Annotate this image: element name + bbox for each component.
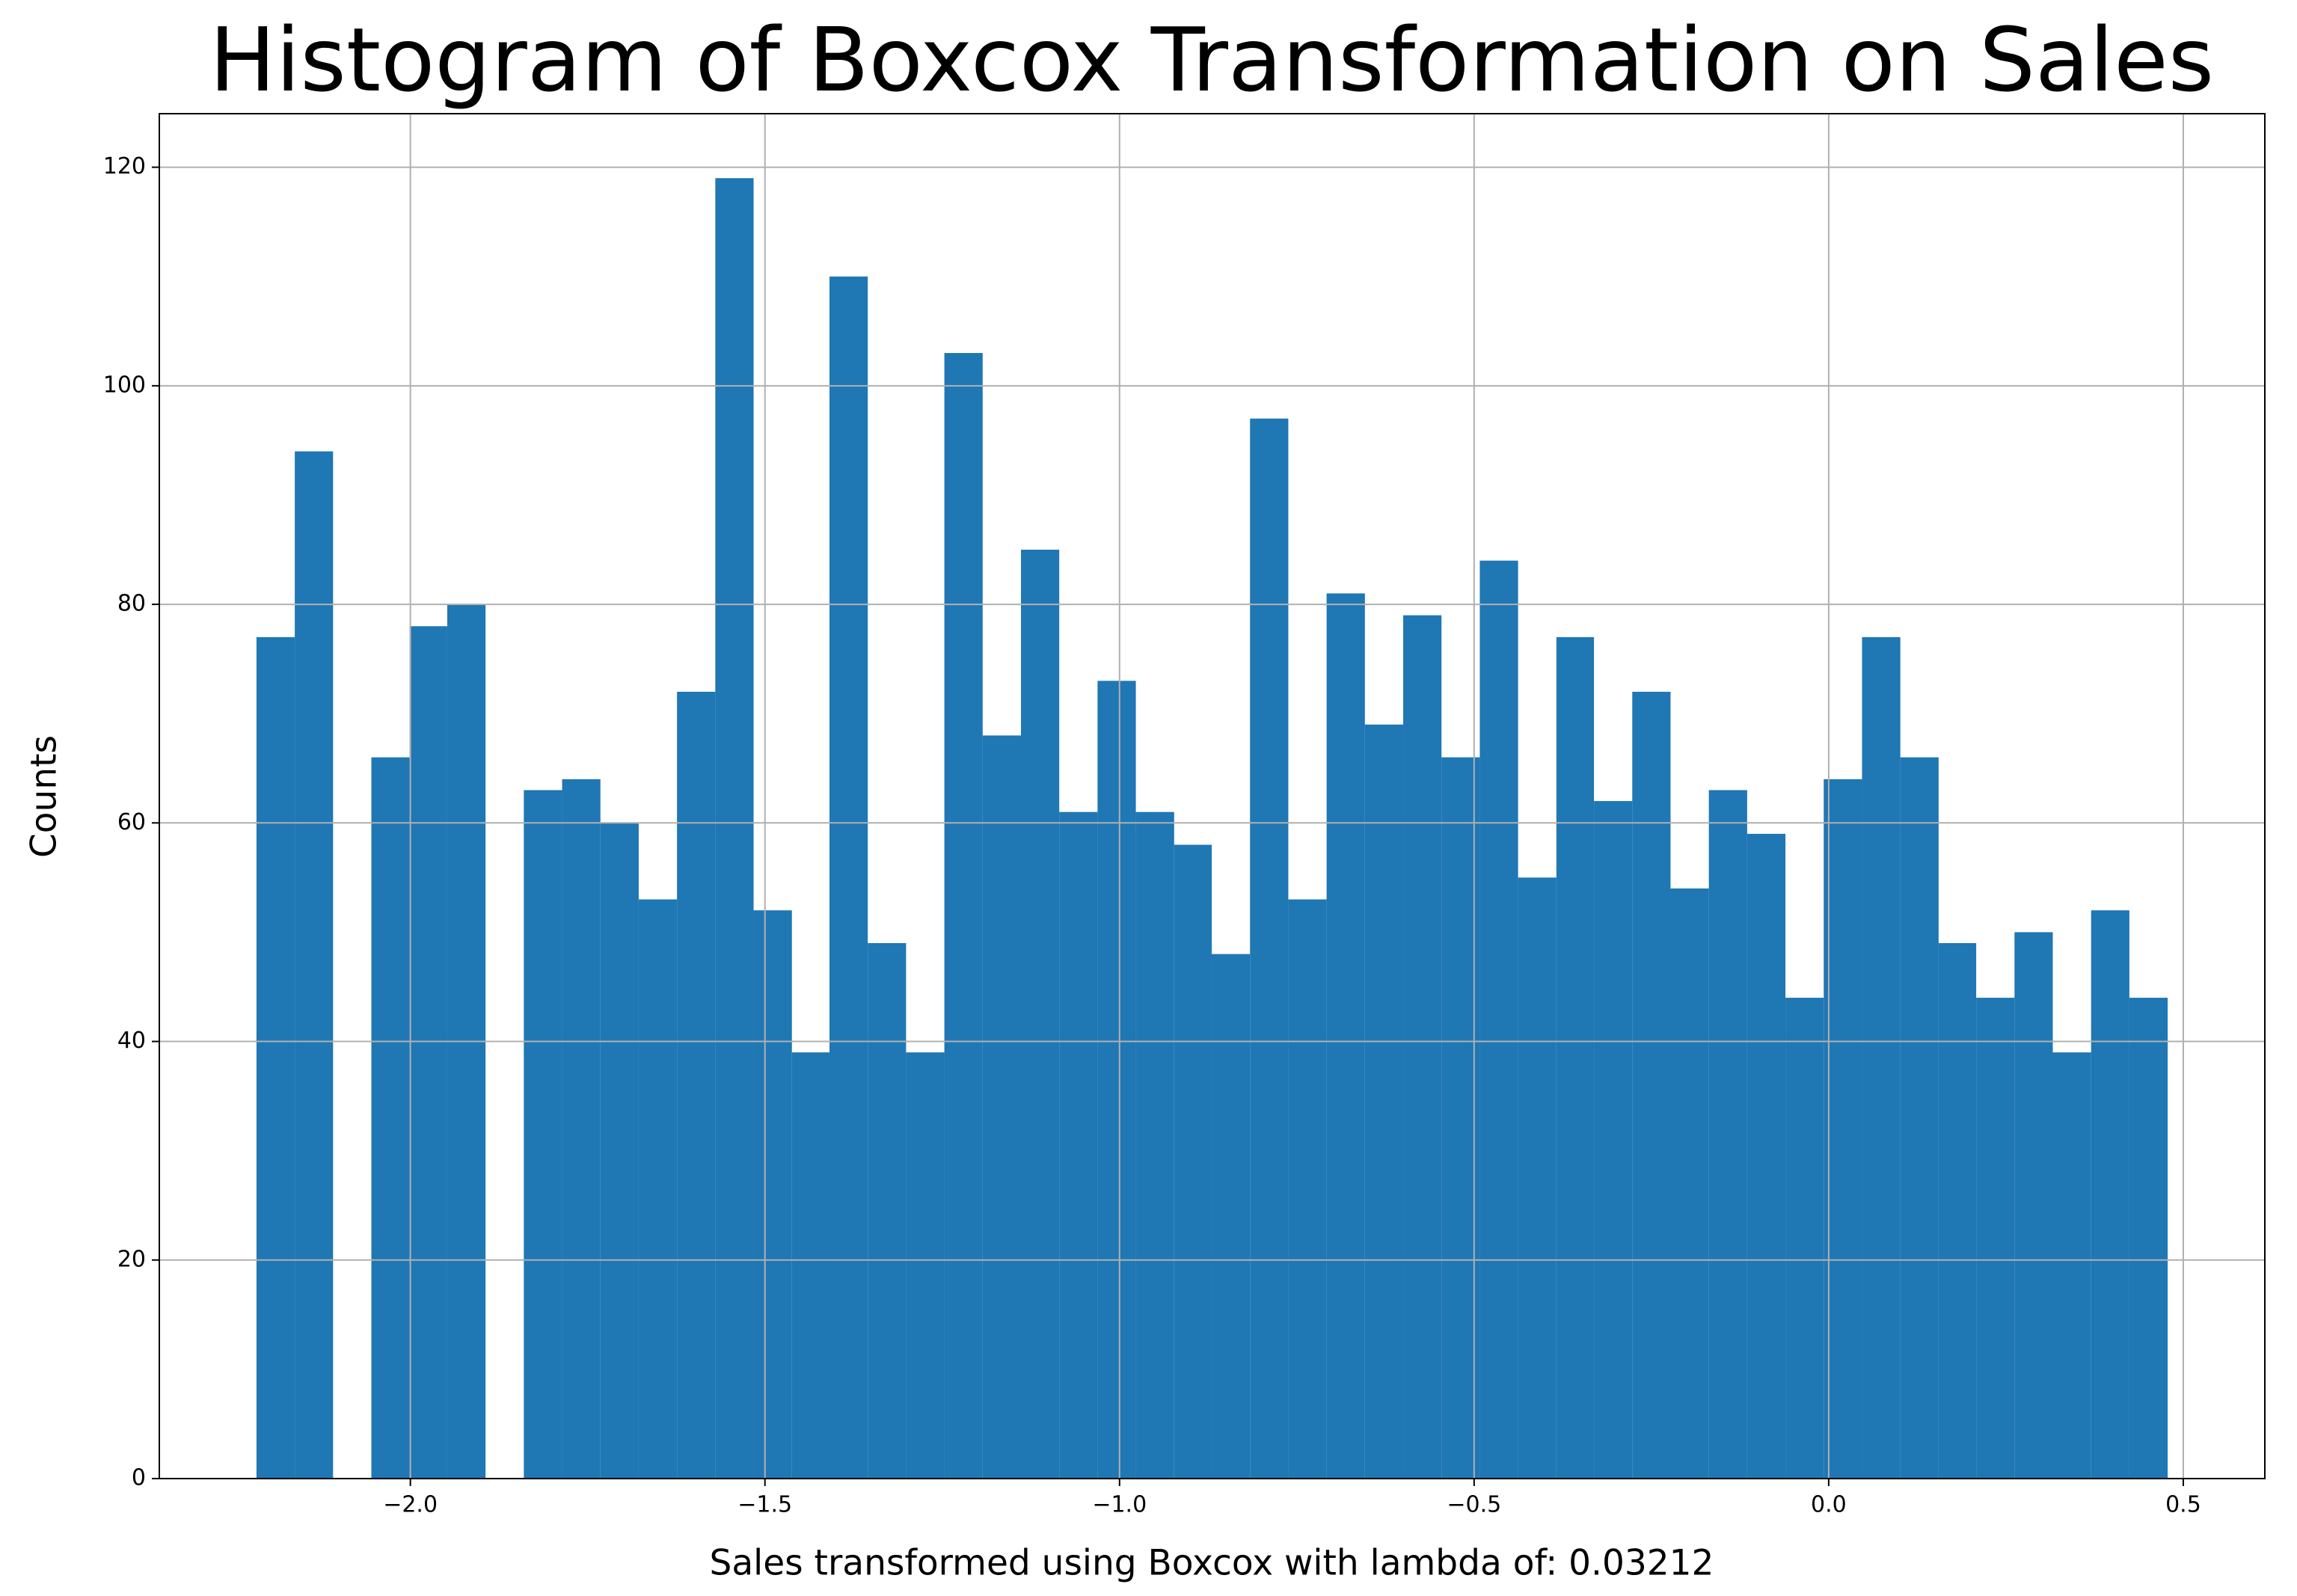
- bar: [1020, 550, 1060, 1479]
- bar: [791, 1052, 829, 1479]
- x-tick-label: −1.0: [1092, 1492, 1147, 1518]
- bar: [1097, 681, 1136, 1479]
- bar: [1670, 888, 1709, 1479]
- bar: [409, 626, 447, 1479]
- bar: [944, 352, 983, 1479]
- bar: [1785, 998, 1824, 1479]
- bar: [600, 823, 639, 1479]
- y-tick-label: 120: [103, 153, 146, 179]
- bar: [1135, 811, 1174, 1479]
- bar: [2052, 1052, 2091, 1479]
- bar: [982, 735, 1021, 1479]
- bar: [677, 691, 716, 1479]
- y-tick-label: 80: [117, 591, 146, 617]
- bar: [1632, 691, 1671, 1479]
- bar: [1746, 833, 1786, 1479]
- bar: [2091, 910, 2129, 1479]
- x-tick-label: −1.5: [737, 1492, 792, 1518]
- y-tick-label: 60: [117, 809, 146, 835]
- bar: [868, 943, 907, 1479]
- y-tick-label: 100: [103, 372, 146, 398]
- y-axis-label: Counts: [24, 735, 65, 858]
- bar: [256, 636, 295, 1479]
- bar: [1938, 943, 1977, 1479]
- x-tick-label: −0.5: [1447, 1492, 1501, 1518]
- chart-title: Histogram of Boxcox Transformation on Sa…: [209, 8, 2214, 111]
- bar: [1326, 593, 1365, 1479]
- y-tick-label: 0: [132, 1465, 146, 1491]
- bar: [715, 178, 754, 1479]
- bar: [295, 451, 334, 1479]
- y-tick-label: 20: [117, 1246, 146, 1272]
- bar: [1900, 757, 1939, 1479]
- x-tick-label: −2.0: [383, 1492, 438, 1518]
- bar: [1556, 636, 1595, 1479]
- bar: [1479, 560, 1518, 1479]
- bar: [1862, 636, 1901, 1479]
- bar: [1059, 811, 1098, 1479]
- bar: [829, 276, 868, 1479]
- bar: [1594, 801, 1633, 1479]
- plot-frame: [159, 113, 2266, 1479]
- x-tick-label: 0.0: [1811, 1492, 1847, 1518]
- bar: [1288, 899, 1327, 1479]
- bar: [524, 790, 562, 1479]
- bar: [562, 779, 601, 1479]
- x-axis-label: Sales transformed using Boxcox with lamb…: [710, 1543, 1714, 1584]
- x-tick-label: 0.5: [2165, 1492, 2201, 1518]
- bar: [1174, 844, 1212, 1479]
- y-tick-label: 40: [117, 1028, 146, 1054]
- bar: [1212, 954, 1251, 1479]
- bar: [2014, 932, 2053, 1479]
- bar: [906, 1052, 945, 1479]
- bar: [753, 910, 792, 1479]
- bar: [1403, 615, 1442, 1479]
- bar: [1364, 724, 1404, 1479]
- bar: [1976, 998, 2015, 1479]
- bar: [1708, 790, 1747, 1479]
- bar: [371, 757, 410, 1479]
- bar: [2129, 998, 2168, 1479]
- bar: [1518, 877, 1557, 1479]
- bar: [1824, 779, 1862, 1479]
- bar: [638, 899, 678, 1479]
- bar: [1250, 418, 1289, 1479]
